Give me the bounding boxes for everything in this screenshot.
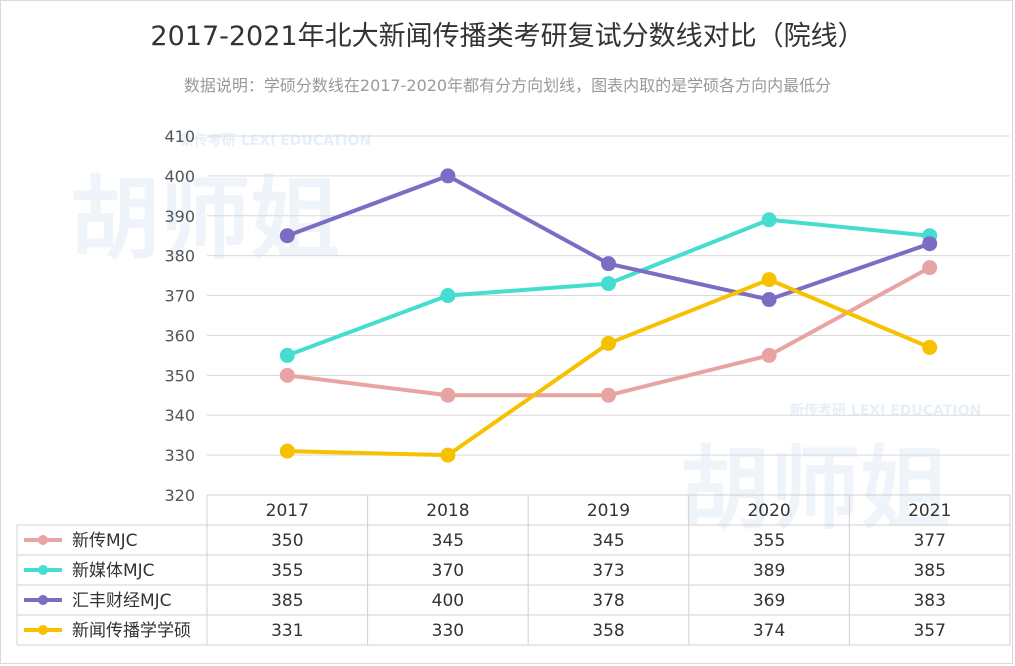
data-point (440, 447, 456, 463)
chart-title: 2017-2021年北大新闻传播类考研复试分数线对比（院线） (150, 21, 865, 52)
watermark-text: 胡师姐 (680, 436, 950, 542)
table-cell-value: 345 (592, 531, 624, 551)
table-cell-value: 370 (432, 561, 464, 581)
grid-lines (207, 135, 1010, 496)
legend-marker (38, 625, 48, 635)
watermark-subtext: 新传考研 LEXI EDUCATION (180, 132, 371, 149)
table-cell-value: 330 (432, 621, 464, 641)
y-tick-label: 390 (164, 207, 195, 226)
x-category-label: 2020 (747, 501, 790, 521)
data-point (922, 339, 938, 355)
y-tick-label: 360 (164, 326, 195, 345)
y-tick-label: 380 (164, 247, 195, 266)
data-point (440, 288, 456, 304)
data-point (279, 443, 295, 459)
table-cell-value: 373 (592, 561, 624, 581)
table-cell-value: 350 (271, 531, 303, 551)
table-cell-value: 331 (271, 621, 303, 641)
legend-label: 新闻传播学学硕 (72, 621, 191, 641)
data-table: 2017 2018 2019 2020 2021 新传MJC 350 345 345 355 377… (16, 494, 1011, 646)
table-cell-value: 378 (592, 591, 624, 611)
table-cell-value: 357 (913, 621, 945, 641)
series-lines (279, 168, 938, 463)
watermark-text: 胡师姐 (70, 166, 340, 272)
data-point (761, 272, 777, 288)
y-tick-label: 410 (164, 127, 195, 146)
data-point (761, 292, 777, 308)
table-cell-value: 389 (753, 561, 785, 581)
y-tick-label: 320 (164, 486, 195, 505)
data-point (922, 260, 938, 276)
x-category-label: 2017 (266, 501, 309, 521)
y-tick-label: 340 (164, 406, 195, 425)
data-point (922, 236, 938, 252)
data-point (761, 212, 777, 228)
y-tick-label: 330 (164, 446, 195, 465)
data-point (601, 256, 616, 272)
data-point (279, 347, 295, 363)
table-cell-value: 355 (271, 561, 303, 581)
legend-label: 新传MJC (72, 531, 138, 551)
legend-marker (38, 565, 48, 575)
table-cell-value: 377 (913, 531, 945, 551)
x-category-label: 2019 (587, 501, 630, 521)
data-point (601, 335, 616, 351)
table-cell-value: 400 (432, 591, 464, 611)
table-cell-value: 358 (592, 621, 624, 641)
y-tick-label: 370 (164, 287, 195, 306)
data-point (761, 347, 777, 363)
data-point (601, 276, 616, 292)
data-point (440, 168, 456, 184)
data-point (440, 387, 456, 403)
legend-label: 汇丰财经MJC (72, 591, 172, 611)
data-point (279, 367, 295, 383)
chart-subtitle: 数据说明：学硕分数线在2017-2020年都有分方向划线，图表内取的是学硕各方向… (183, 76, 832, 95)
table-cell-value: 383 (913, 591, 945, 611)
y-tick-label: 400 (164, 167, 195, 186)
legend-marker (38, 595, 48, 605)
legend-label: 新媒体MJC (72, 561, 155, 581)
table-cell-value: 355 (753, 531, 785, 551)
watermark-subtext: 新传考研 LEXI EDUCATION (790, 402, 981, 419)
series-line (287, 277, 931, 458)
x-category-label: 2018 (426, 501, 469, 521)
data-point (601, 387, 616, 403)
table-cell-value: 385 (271, 591, 303, 611)
y-axis: 320 330 340 350 360 370 380 390 400 410 (164, 127, 195, 505)
y-tick-label: 350 (164, 366, 195, 385)
table-cell-value: 385 (913, 561, 945, 581)
data-point (279, 228, 295, 244)
table-cell-value: 374 (753, 621, 785, 641)
x-category-label: 2021 (908, 501, 951, 521)
legend-marker (38, 535, 48, 545)
table-cell-value: 345 (432, 531, 464, 551)
table-cell-value: 369 (753, 591, 785, 611)
